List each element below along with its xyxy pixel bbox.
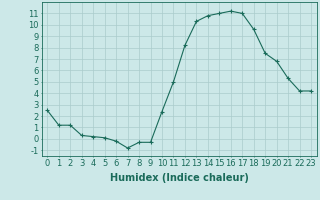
X-axis label: Humidex (Indice chaleur): Humidex (Indice chaleur)	[110, 173, 249, 183]
